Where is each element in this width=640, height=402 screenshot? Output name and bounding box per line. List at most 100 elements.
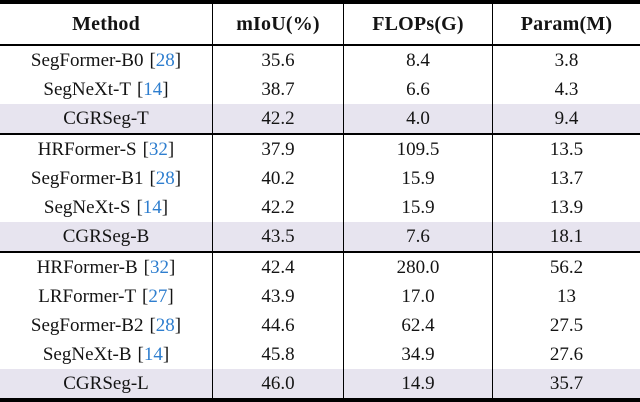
method-cell: LRFormer-T[27] — [0, 282, 212, 311]
param-cell: 27.6 — [492, 340, 640, 369]
cite-bracket-open: [ — [142, 285, 149, 307]
method-name: CGRSeg-B — [62, 225, 150, 247]
cite-bracket-close: ] — [168, 256, 176, 278]
cite-bracket-close: ] — [174, 314, 182, 336]
table-row-highlighted: CGRSeg-T 42.2 4.0 9.4 — [0, 104, 640, 133]
cite-bracket-close: ] — [167, 285, 174, 307]
cite-bracket-open: [ — [149, 167, 156, 189]
param-cell: 35.7 — [492, 369, 640, 398]
col-header-flops: FLOPs(G) — [343, 4, 492, 44]
table-row: HRFormer-S[32] 37.9 109.5 13.5 — [0, 135, 640, 164]
citation-link[interactable]: 32 — [148, 138, 168, 160]
citation-link[interactable]: 32 — [149, 256, 169, 278]
table-row-highlighted: CGRSeg-L 46.0 14.9 35.7 — [0, 369, 640, 398]
param-cell: 4.3 — [492, 75, 640, 104]
citation-link[interactable]: 14 — [142, 196, 162, 218]
col-header-param: Param(M) — [492, 4, 640, 44]
miou-cell: 42.4 — [212, 253, 343, 282]
table-row: SegFormer-B2[28] 44.6 62.4 27.5 — [0, 311, 640, 340]
flops-cell: 15.9 — [343, 193, 492, 222]
table-row: SegNeXt-T[14] 38.7 6.6 4.3 — [0, 75, 640, 104]
table-row: SegNeXt-S[14] 42.2 15.9 13.9 — [0, 193, 640, 222]
method-cell: CGRSeg-L — [0, 369, 212, 398]
method-name: HRFormer-S — [37, 138, 137, 160]
param-cell: 13.7 — [492, 164, 640, 193]
cite-bracket-open: [ — [143, 256, 150, 278]
method-cell: SegNeXt-S[14] — [0, 193, 212, 222]
citation-link[interactable]: 14 — [143, 343, 163, 365]
method-cell: SegNeXt-T[14] — [0, 75, 212, 104]
header-rule — [0, 44, 640, 46]
miou-cell: 38.7 — [212, 75, 343, 104]
cite-bracket-close: ] — [174, 49, 182, 71]
flops-cell: 34.9 — [343, 340, 492, 369]
method-name: SegNeXt-S — [43, 196, 131, 218]
flops-cell: 14.9 — [343, 369, 492, 398]
flops-cell: 109.5 — [343, 135, 492, 164]
method-name: CGRSeg-L — [63, 372, 149, 394]
method-name: CGRSeg-T — [63, 107, 149, 129]
miou-cell: 37.9 — [212, 135, 343, 164]
miou-cell: 45.8 — [212, 340, 343, 369]
table-header-row: Method mIoU(%) FLOPs(G) Param(M) — [0, 4, 640, 44]
method-cell: SegFormer-B0[28] — [0, 46, 212, 75]
method-name: LRFormer-T — [38, 285, 137, 307]
param-cell: 3.8 — [492, 46, 640, 75]
flops-cell: 280.0 — [343, 253, 492, 282]
method-name: SegNeXt-T — [43, 78, 131, 100]
table-row: SegFormer-B0[28] 35.6 8.4 3.8 — [0, 46, 640, 75]
table-row-highlighted: CGRSeg-B 43.5 7.6 18.1 — [0, 222, 640, 251]
param-cell: 9.4 — [492, 104, 640, 133]
flops-cell: 15.9 — [343, 164, 492, 193]
method-name: SegFormer-B1 — [30, 167, 144, 189]
cite-bracket-open: [ — [136, 78, 144, 100]
flops-cell: 7.6 — [343, 222, 492, 251]
citation-link[interactable]: 28 — [155, 49, 175, 71]
section-rule — [0, 251, 640, 253]
method-cell: HRFormer-S[32] — [0, 135, 212, 164]
miou-cell: 40.2 — [212, 164, 343, 193]
cite-bracket-close: ] — [162, 343, 170, 365]
method-cell: SegNeXt-B[14] — [0, 340, 212, 369]
cite-bracket-open: [ — [142, 138, 149, 160]
citation-link[interactable]: 28 — [155, 314, 175, 336]
method-name: SegFormer-B0 — [30, 49, 144, 71]
flops-cell: 6.6 — [343, 75, 492, 104]
param-cell: 13.5 — [492, 135, 640, 164]
cite-bracket-open: [ — [136, 196, 143, 218]
table-row: LRFormer-T[27] 43.9 17.0 13 — [0, 282, 640, 311]
param-cell: 13 — [492, 282, 640, 311]
param-cell: 13.9 — [492, 193, 640, 222]
method-cell: CGRSeg-B — [0, 222, 212, 251]
col-header-method: Method — [72, 12, 140, 35]
flops-cell: 8.4 — [343, 46, 492, 75]
miou-cell: 46.0 — [212, 369, 343, 398]
cite-bracket-close: ] — [161, 196, 169, 218]
method-cell: SegFormer-B1[28] — [0, 164, 212, 193]
section-rule — [0, 133, 640, 135]
miou-cell: 42.2 — [212, 193, 343, 222]
method-name: HRFormer-B — [36, 256, 138, 278]
citation-link[interactable]: 27 — [148, 285, 168, 307]
flops-cell: 62.4 — [343, 311, 492, 340]
param-cell: 56.2 — [492, 253, 640, 282]
table-row: SegFormer-B1[28] 40.2 15.9 13.7 — [0, 164, 640, 193]
method-cell: CGRSeg-T — [0, 104, 212, 133]
method-cell: HRFormer-B[32] — [0, 253, 212, 282]
bottom-rule — [0, 398, 640, 402]
miou-cell: 42.2 — [212, 104, 343, 133]
method-name: SegNeXt-B — [42, 343, 132, 365]
miou-cell: 43.5 — [212, 222, 343, 251]
miou-cell: 43.9 — [212, 282, 343, 311]
top-rule — [0, 0, 640, 4]
cite-bracket-close: ] — [167, 138, 175, 160]
col-header-miou: mIoU(%) — [212, 4, 343, 44]
method-name: SegFormer-B2 — [30, 314, 144, 336]
method-cell: SegFormer-B2[28] — [0, 311, 212, 340]
table-row: HRFormer-B[32] 42.4 280.0 56.2 — [0, 253, 640, 282]
table-row: SegNeXt-B[14] 45.8 34.9 27.6 — [0, 340, 640, 369]
citation-link[interactable]: 14 — [143, 78, 163, 100]
miou-cell: 35.6 — [212, 46, 343, 75]
citation-link[interactable]: 28 — [155, 167, 175, 189]
